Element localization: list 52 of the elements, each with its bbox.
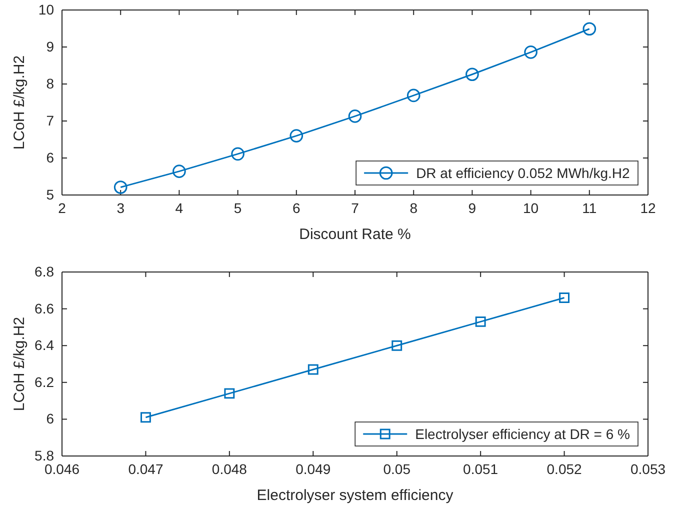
x-tick-label: 6 [292,200,300,216]
point [348,110,362,123]
point [524,46,538,59]
x-tick-label: 0.047 [128,460,164,477]
point [559,292,570,303]
point [466,68,479,82]
y-tick-label: 9 [46,38,54,54]
y-tick-label: 5 [46,186,54,202]
y-axis-title: LCoH £/kg.H2 [11,316,28,412]
x-tick-label: 0.049 [296,460,331,477]
x-tick-label: 0.051 [463,460,498,477]
y-tick-label: 7 [46,112,54,128]
point [406,88,420,102]
x-tick-label: 0.052 [546,460,582,477]
x-tick-label: 9 [468,200,476,216]
x-tick-label: 4 [175,200,184,216]
point [392,340,402,351]
point [231,147,244,161]
x-tick-label: 12 [640,200,656,216]
x-tick-label: 0.046 [44,460,80,477]
y-tick-label: 6.4 [34,337,54,354]
y-tick-label: 6.2 [34,374,54,390]
x-tick-label: 10 [523,200,539,216]
legend-label: DR at efficiency 0.052 MWh/kg.H2 [416,164,630,181]
point [582,22,596,36]
x-tick-label: 7 [351,200,360,216]
y-tick-label: 6 [46,410,54,427]
x-tick-label: 5 [234,200,242,216]
x-axis-title: Discount Rate % [299,226,411,243]
x-tick-label: 0.05 [383,460,411,477]
x-axis-title: Electrolyser system efficiency [256,487,454,504]
point [290,129,304,142]
point [140,412,151,423]
y-axis-title: LCoH £/kg.H2 [11,55,28,150]
y-tick-label: 8 [46,75,54,92]
x-tick-label: 0.048 [212,460,248,477]
point [172,164,186,178]
point [224,388,235,399]
x-tick-label: 8 [410,200,418,216]
point [114,180,128,194]
y-tick-label: 5.8 [34,447,54,464]
legend-label: Electrolyser efficiency at DR = 6 % [415,426,630,442]
x-tick-label: 2 [58,200,66,216]
point [308,364,318,375]
y-tick-label: 6.6 [34,300,54,316]
point [475,316,486,327]
x-tick-label: 11 [582,200,597,216]
y-tick-label: 6 [46,149,54,166]
y-tick-label: 10 [38,1,54,18]
y-tick-label: 6.8 [34,263,54,280]
x-tick-label: 3 [116,200,125,216]
x-tick-label: 0.053 [630,460,666,477]
